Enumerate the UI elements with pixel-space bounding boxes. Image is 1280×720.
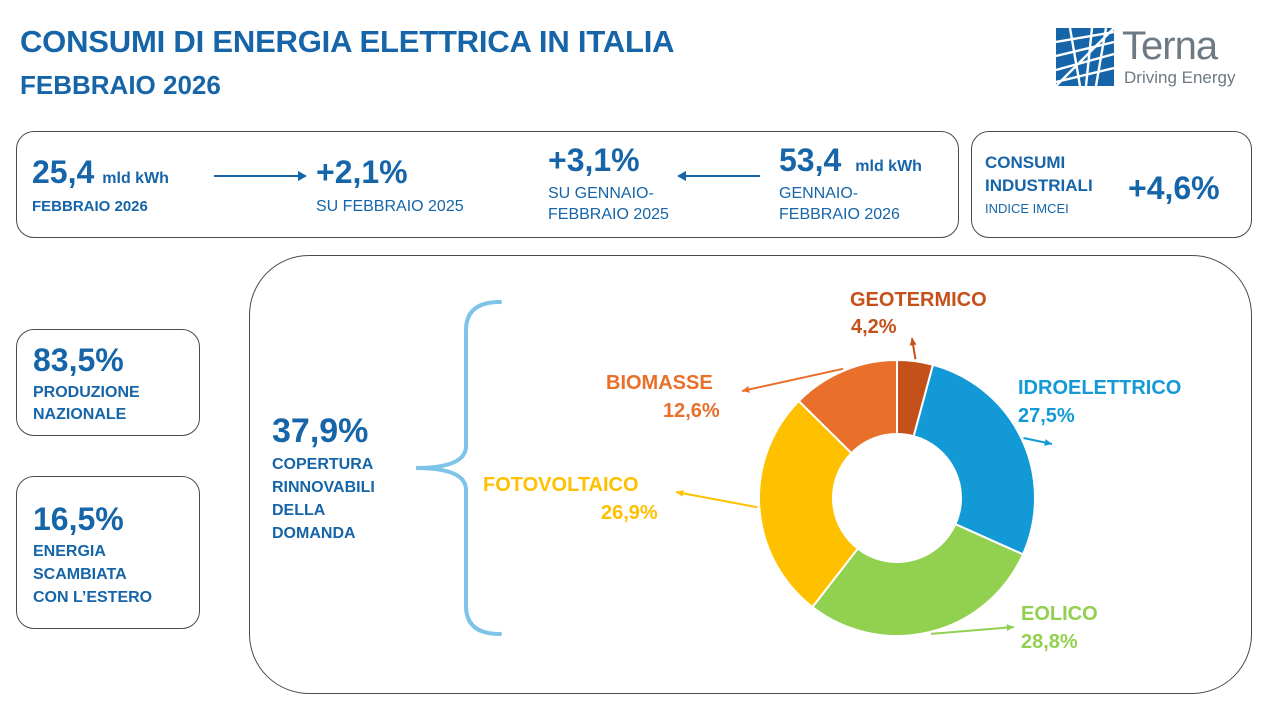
ytd-change: +3,1%: [548, 142, 640, 179]
donut-slice-biomasse: [797, 358, 898, 455]
logo-name: Terna: [1122, 24, 1218, 68]
leader-line-fotovoltaico: [675, 491, 758, 509]
leader-line-biomasse: [741, 367, 844, 392]
biomasse-label: BIOMASSE: [606, 372, 713, 394]
arrow-left-icon: [684, 175, 760, 177]
coverage-caption-4: DOMANDA: [272, 525, 356, 542]
monthly-value: 25,4: [32, 154, 95, 190]
monthly-unit: mld kWh: [102, 170, 169, 187]
exchange-value: 16,5%: [33, 501, 124, 537]
biomasse-value: 12,6%: [663, 400, 720, 422]
ytd-change-caption-1: SU GENNAIO-: [548, 185, 654, 202]
fotovoltaico-label: FOTOVOLTAICO: [483, 474, 639, 496]
ytd-caption-2: FEBBRAIO 2026: [779, 206, 900, 223]
production-caption-2: NAZIONALE: [33, 406, 127, 423]
monthly-consumption: 25,4 mld kWh: [32, 154, 169, 191]
terna-logo: Terna Driving Energy: [1056, 24, 1256, 92]
coverage-value: 37,9%: [272, 412, 369, 450]
ytd-unit: mld kWh: [855, 158, 922, 175]
kpi-box: [16, 131, 959, 238]
ytd-consumption: 53,4 mld kWh: [779, 142, 922, 179]
eolico-label: EOLICO: [1021, 603, 1098, 625]
production-caption-1: PRODUZIONE: [33, 384, 140, 401]
coverage-caption-2: RINNOVABILI: [272, 479, 375, 496]
industrial-label-2: INDUSTRIALI: [985, 176, 1093, 195]
logo-tagline: Driving Energy: [1124, 68, 1236, 87]
curly-brace: [415, 300, 502, 636]
ytd-change-value: +3,1%: [548, 142, 640, 178]
monthly-change: +2,1%: [316, 154, 408, 191]
production-box: 83,5% PRODUZIONE NAZIONALE: [16, 329, 200, 436]
page-title: CONSUMI DI ENERGIA ELETTRICA IN ITALIA: [20, 24, 675, 59]
leader-line-eolico: [930, 626, 1015, 635]
geotermico-label: GEOTERMICO: [850, 289, 987, 311]
ytd-value: 53,4: [779, 142, 842, 178]
leader-arrowhead-biomasse: [742, 386, 750, 393]
donut-slice-eolico: [811, 522, 1025, 637]
coverage-caption-1: COPERTURA: [272, 456, 374, 473]
donut-slice-idroelettrico: [912, 363, 1036, 556]
terna-logo-icon: [1056, 28, 1114, 86]
renewables-box: [249, 255, 1252, 694]
monthly-change-value: +2,1%: [316, 154, 408, 190]
leader-arrowhead-idroelettrico: [1044, 439, 1052, 446]
industrial-label-1: CONSUMI: [985, 153, 1066, 172]
monthly-caption: FEBBRAIO 2026: [32, 198, 148, 215]
donut-slice-fotovoltaico: [758, 399, 860, 609]
industrial-box: [971, 131, 1252, 238]
leader-arrowhead-eolico: [1006, 624, 1014, 632]
exchange-box: 16,5% ENERGIA SCAMBIATA CON L’ESTERO: [16, 476, 200, 629]
exchange-caption-3: CON L’ESTERO: [33, 589, 153, 606]
idroelettrico-value: 27,5%: [1018, 405, 1075, 427]
exchange-caption-2: SCAMBIATA: [33, 566, 127, 583]
leader-arrowhead-fotovoltaico: [676, 489, 684, 497]
industrial-value: +4,6%: [1128, 170, 1220, 206]
monthly-change-caption: SU FEBBRAIO 2025: [316, 198, 464, 215]
fotovoltaico-value: 26,9%: [601, 502, 658, 524]
arrow-right-head-icon: [298, 171, 307, 181]
production-value: 83,5%: [33, 342, 124, 378]
arrow-left-head-icon: [677, 171, 686, 181]
ytd-caption-1: GENNAIO-: [779, 185, 859, 202]
donut-chart: [758, 358, 1036, 637]
ytd-change-caption-2: FEBBRAIO 2025: [548, 206, 669, 223]
leader-arrowhead-geotermico: [909, 338, 917, 346]
industrial-index: INDICE IMCEI: [985, 201, 1069, 216]
idroelettrico-label: IDROELETTRICO: [1018, 377, 1182, 399]
eolico-value: 28,8%: [1021, 631, 1078, 653]
coverage-caption-3: DELLA: [272, 502, 326, 519]
exchange-caption-1: ENERGIA: [33, 543, 106, 560]
page-subtitle: FEBBRAIO 2026: [20, 70, 221, 100]
leader-lines: [675, 337, 1053, 635]
geotermico-value: 4,2%: [851, 316, 897, 338]
arrow-right-icon: [214, 175, 300, 177]
